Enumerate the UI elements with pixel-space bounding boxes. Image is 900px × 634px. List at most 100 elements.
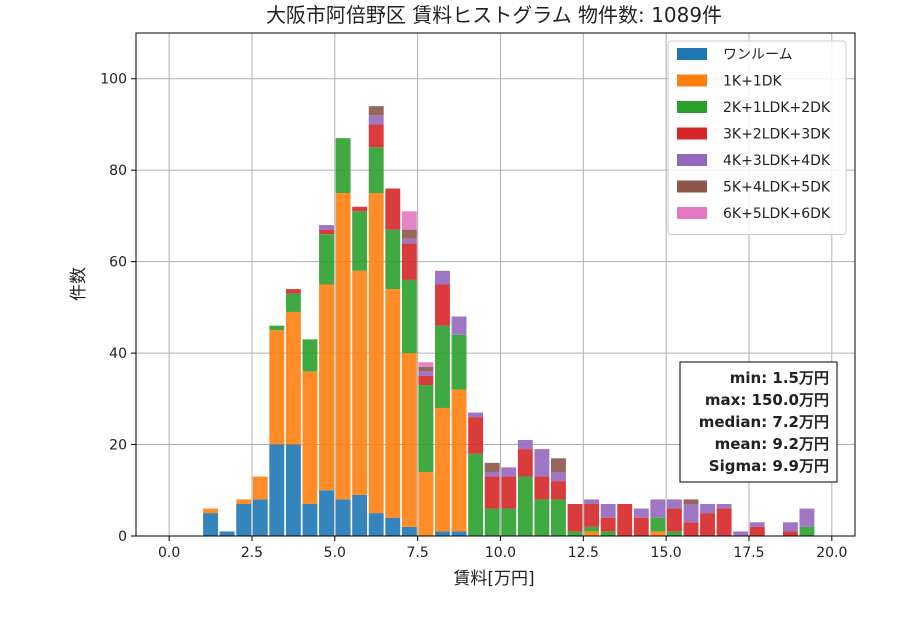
x-tick-label: 12.5 [568,545,599,561]
bar-segment [435,531,450,536]
bar-segment [484,471,500,477]
bar-segment [352,211,368,271]
bar-segment [650,499,666,518]
bar-segment [468,417,484,454]
plot-area-frame [135,32,856,537]
legend-label: 3K+2LDK+3DK [723,127,831,143]
bar-segment [550,481,566,500]
bar-segment [401,353,417,527]
legend-box [667,40,847,235]
bar-segment [385,517,401,536]
x-tick-label: 20.0 [816,545,847,561]
bar-segment [584,499,600,504]
x-tick-label: 2.5 [241,545,263,561]
bar-segment [600,531,616,536]
bar-segment [285,293,301,312]
bar-segment [700,513,716,536]
y-tick-label: 0 [118,529,127,545]
bar-segment [319,284,334,491]
bar-segment [650,517,666,532]
bar-segment [683,503,699,523]
stats-line: mean: 9.2万円 [715,435,829,453]
legend-swatch [677,74,707,87]
bar-segment [319,234,334,285]
bar-segment [584,503,600,527]
bar-segment [782,522,798,532]
bar-segment [418,362,434,367]
y-tick-label: 20 [109,438,127,454]
bar-segment [236,503,252,536]
x-tick-label: 15.0 [651,545,682,561]
stats-line: Sigma: 9.9万円 [709,457,829,475]
bar-segment [302,339,318,372]
bar-segment [435,270,450,285]
y-tick-label: 100 [100,72,127,88]
bar-segment [600,503,616,518]
bar-segment [451,531,467,536]
bar-segment [484,508,500,536]
legend-label: 2K+1LDK+2DK [723,100,831,116]
bar-segment [484,476,500,509]
bar-segment [269,330,285,445]
bar-segment [319,229,334,235]
bar-segment [418,471,434,536]
y-tick-label: 60 [109,255,127,271]
bar-segment [285,444,301,536]
bar-segment [501,476,517,509]
bar-segment [285,289,301,294]
bar-segment [368,106,384,116]
bar-segment [418,385,434,472]
bar-segment [418,366,434,372]
bar-segment [319,490,334,536]
bar-segment [352,494,368,536]
bar-segment [385,188,401,230]
bar-segment [501,508,517,536]
bar-segment [269,325,285,331]
bar-segment [550,499,566,536]
bar-segment [368,513,384,536]
bar-segment [368,147,384,194]
bar-segment [368,115,384,125]
bar-segment [236,499,252,504]
legend-label: ワンルーム [723,47,793,63]
bar-segment [385,229,401,290]
bar-segment [633,517,649,536]
y-tick-label: 40 [109,346,127,362]
bar-segment [567,503,583,532]
x-tick-label: 5.0 [324,545,346,561]
bar-segment [335,138,351,194]
bar-segment [799,526,815,536]
bar-segment [534,449,550,477]
bar-segment [435,325,450,408]
bar-segment [550,471,566,482]
bar-segment [352,206,368,212]
bar-segment [517,449,533,477]
bar-segment [451,316,467,335]
bar-segment [401,279,417,354]
bar-segment [319,225,334,230]
y-axis-ticks: 0 20 40 60 80 100 [100,72,136,545]
legend-swatch [677,154,707,166]
bar-segment [269,444,285,536]
bar-segment [550,458,566,472]
x-tick-label: 10.0 [485,545,516,561]
bar-segment [666,508,682,532]
bar-segment [567,531,583,536]
bar-segment [584,531,600,536]
legend-label: 1K+1DK [723,74,783,90]
bar-segment [418,371,434,376]
legend: ワンルーム 1K+1DK 2K+1LDK+2DK 3K+2LDK+3DK 4K+3LDK… [667,40,847,235]
x-axis-ticks: 0.0 2.5 5.0 7.5 10.0 12.5 15.0 17.5 20.0 [158,536,847,561]
bar-segment [302,371,318,504]
bar-segment [468,453,484,536]
bar-segment [782,531,798,536]
bar-segment [385,289,401,518]
bar-segment [534,499,550,536]
bar-segment [716,508,732,536]
bar-segment [501,467,517,477]
bar-segment [401,229,417,239]
bar-segment [203,508,219,514]
legend-swatch [677,101,707,113]
